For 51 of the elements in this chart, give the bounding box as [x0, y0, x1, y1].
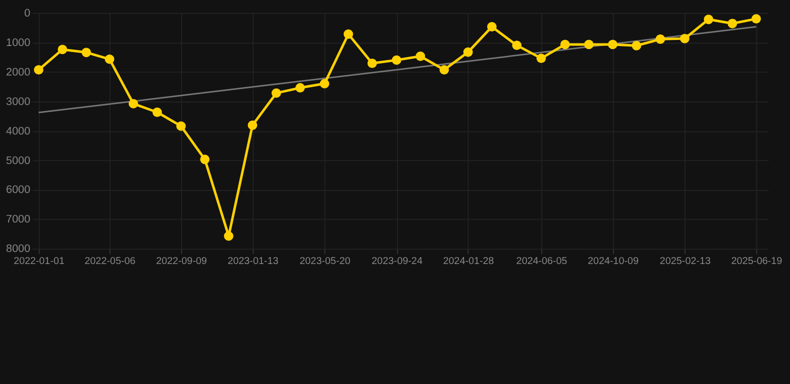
- point: [34, 65, 44, 75]
- point: [152, 108, 162, 117]
- point: [367, 58, 377, 68]
- point: [584, 40, 594, 50]
- point: [560, 40, 570, 50]
- point: [704, 14, 714, 24]
- point: [440, 65, 449, 75]
- point: [680, 34, 690, 44]
- y-tick-label: 6000: [6, 184, 30, 196]
- x-tick-label: 2024-06-05: [516, 256, 568, 268]
- x-tick-label: 2022-05-06: [84, 256, 136, 268]
- y-tick-label: 5000: [6, 154, 30, 167]
- x-tick-label: 2025-02-13: [660, 256, 712, 268]
- point: [224, 231, 234, 241]
- x-tick-label: 2023-05-20: [300, 256, 351, 268]
- point: [248, 120, 258, 130]
- y-tick-label: 8000: [6, 243, 30, 256]
- x-tick-label: 2022-09-09: [156, 256, 208, 268]
- x-tick-label: 2025-06-19: [731, 256, 783, 268]
- point: [392, 55, 402, 65]
- y-tick-label: 2000: [6, 66, 30, 78]
- point: [344, 29, 354, 39]
- point: [632, 40, 642, 50]
- point: [176, 121, 186, 131]
- point: [104, 54, 114, 64]
- point: [128, 98, 138, 108]
- point: [512, 40, 522, 50]
- point: [58, 44, 68, 54]
- point: [728, 18, 738, 28]
- point: [272, 88, 282, 98]
- point: [320, 78, 330, 88]
- x-tick-label: 2022-01-01: [14, 256, 66, 268]
- point: [487, 22, 497, 32]
- point: [463, 47, 473, 57]
- point: [416, 52, 426, 61]
- y-tick-label: 4000: [6, 125, 30, 138]
- x-tick-label: 2024-01-28: [443, 256, 494, 268]
- y-tick-label: 7000: [6, 214, 30, 226]
- x-tick-label: 2023-01-13: [228, 256, 279, 268]
- x-tick-label: 2024-10-09: [588, 256, 640, 268]
- y-tick-label: 1000: [6, 36, 30, 49]
- y-tick-label: 0: [24, 7, 30, 20]
- y-tick-label: 3000: [6, 96, 30, 108]
- point: [295, 83, 305, 92]
- point: [608, 40, 618, 50]
- point: [536, 54, 546, 64]
- point: [751, 14, 761, 24]
- point: [200, 154, 210, 164]
- x-tick-label: 2023-09-24: [372, 256, 423, 268]
- point: [656, 34, 666, 44]
- point: [82, 48, 92, 58]
